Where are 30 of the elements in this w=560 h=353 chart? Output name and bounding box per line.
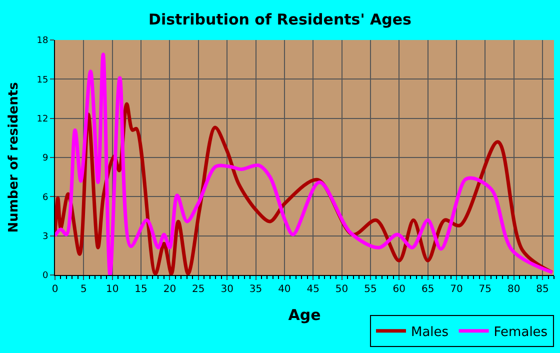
x-tick-label: 50 (335, 284, 348, 295)
x-tick-label: 0 (52, 284, 58, 295)
x-tick-label: 65 (421, 284, 434, 295)
y-tick-label: 3 (42, 232, 48, 242)
x-tick-label: 55 (364, 284, 377, 295)
x-tick-label: 30 (220, 284, 234, 295)
x-tick-label: 5 (80, 284, 87, 295)
x-tick-label: 75 (478, 284, 492, 295)
x-tick-label: 25 (192, 284, 205, 295)
x-tick-label: 20 (163, 284, 176, 295)
x-axis-title: Age (288, 306, 321, 324)
y-tick-label: 0 (42, 271, 48, 282)
x-tick-label: 10 (106, 284, 119, 295)
y-tick-label: 9 (42, 154, 48, 164)
y-tick-label: 12 (36, 114, 48, 124)
x-tick-label: 35 (249, 284, 262, 295)
y-tick-label: 15 (36, 75, 48, 86)
x-tick-label: 15 (134, 284, 148, 295)
y-tick-label: 6 (42, 192, 48, 203)
chart-title: Distribution of Residents' Ages (148, 10, 412, 29)
y-axis-title: Number of residents (6, 82, 22, 233)
x-tick-label: 45 (306, 284, 320, 295)
legend-label: Males (411, 324, 449, 340)
x-tick-label: 70 (450, 284, 463, 295)
x-tick-label: 60 (392, 284, 406, 295)
legend-label: Females (494, 324, 548, 340)
x-tick-label: 40 (278, 284, 291, 295)
x-tick-label: 80 (507, 284, 520, 295)
x-tick-label: 85 (536, 284, 549, 295)
y-tick-label: 18 (36, 36, 48, 46)
